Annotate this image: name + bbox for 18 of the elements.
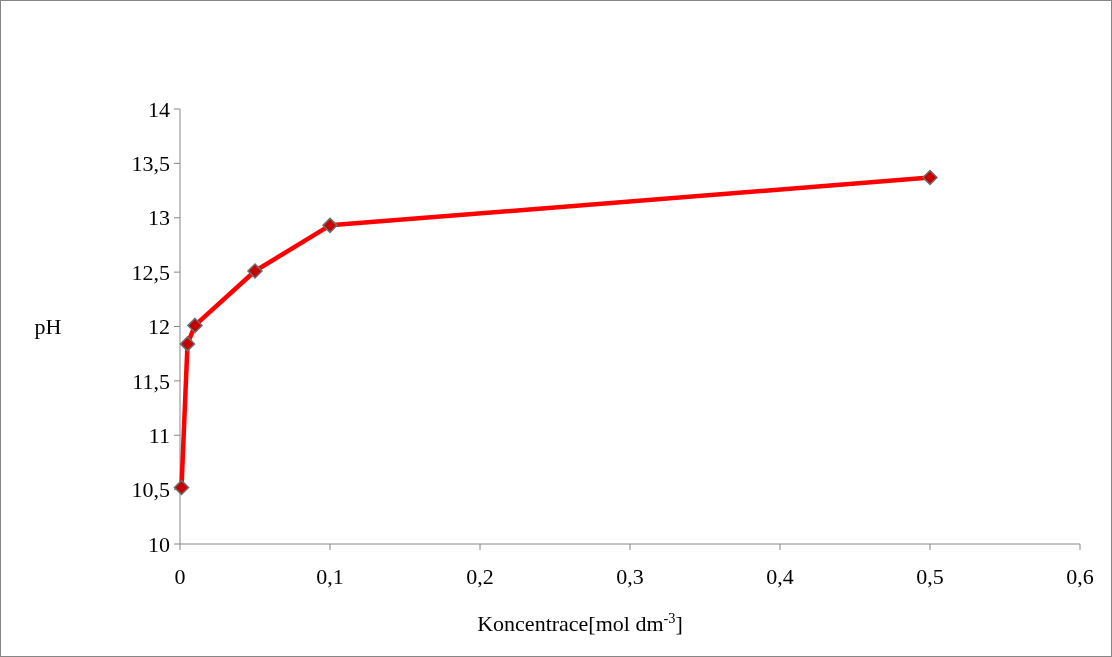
x-tick-label: 0,6: [1066, 564, 1094, 589]
x-tick-label: 0,3: [616, 564, 644, 589]
x-tick-label: 0,5: [916, 564, 944, 589]
x-axis-title: Koncentrace[mol dm$^{-3}$]: [477, 610, 683, 636]
y-tick-label: 12: [148, 314, 170, 340]
y-tick-label: 13,5: [131, 151, 170, 177]
y-tick-label: 11: [148, 422, 170, 448]
x-tick-label: 0,2: [466, 564, 494, 589]
y-tick-label: 10,5: [131, 477, 170, 503]
y-tick-label: 14: [148, 96, 170, 122]
y-tick-label: 10: [148, 531, 170, 557]
x-tick-label: 0,4: [766, 564, 794, 589]
x-tick-label: 0,1: [316, 564, 344, 589]
y-axis-title: pH: [34, 314, 62, 340]
y-tick-label: 12,5: [131, 259, 170, 285]
y-tick-label: 11,5: [132, 368, 170, 394]
y-tick-label: 13: [148, 205, 170, 231]
x-tick-label: 0: [174, 564, 186, 589]
